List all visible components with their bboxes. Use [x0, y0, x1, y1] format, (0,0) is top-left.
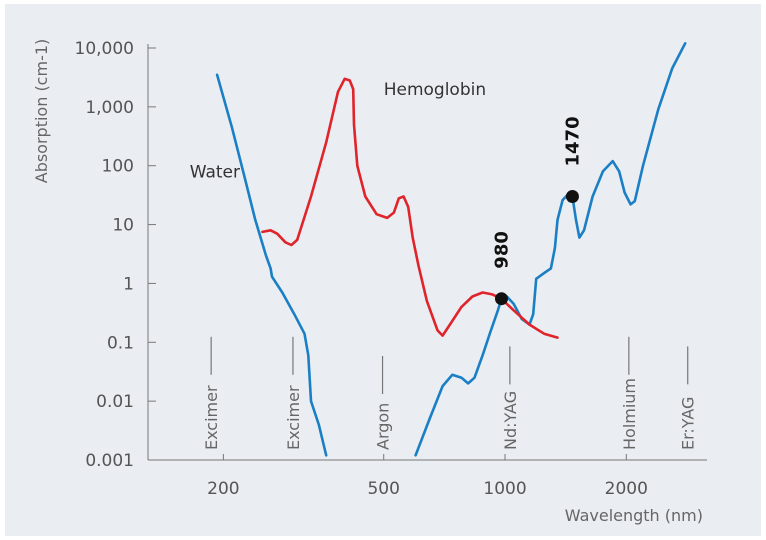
y-tick-label: 1: [123, 274, 134, 294]
y-tick-label: 10: [112, 216, 134, 236]
x-axis-label: Wavelength (nm): [565, 506, 703, 525]
laser-band-label: Excimer: [202, 385, 221, 450]
chart-panel: 10,000 1,000 100 10 1 0.1 0.01 0.001 200 500 1000 2…: [5, 4, 761, 536]
highlight-point: [494, 292, 508, 306]
laser-band-label: Nd:YAG: [501, 391, 520, 450]
series-group: Water Hemoglobin: [190, 42, 687, 457]
series-label: Hemoglobin: [384, 80, 486, 100]
y-tick-label: 0.1: [107, 333, 134, 353]
highlight-label: 1470: [562, 116, 583, 166]
x-tick-label: 200: [207, 479, 239, 499]
absorption-chart: 10,000 1,000 100 10 1 0.1 0.01 0.001 200 500 1000 2…: [32, 39, 707, 525]
tick-group: 10,000 1,000 100 10 1 0.1 0.01 0.001 200 500 1000 2…: [75, 39, 648, 499]
laser-band-label: Holmium: [620, 378, 639, 450]
y-tick-label: 0.01: [96, 392, 134, 412]
series-line: [261, 77, 559, 339]
series-label: Water: [190, 162, 240, 182]
series-line: [215, 73, 328, 457]
y-axis-label: Absorption (cm-1): [32, 39, 51, 184]
x-tick-label: 2000: [605, 479, 648, 499]
y-tick-label: 10,000: [75, 39, 134, 59]
laser-band-label: Excimer: [284, 385, 303, 450]
x-tick-label: 500: [367, 479, 399, 499]
y-tick-label: 0.001: [85, 451, 134, 471]
laser-band-label: Er:YAG: [679, 397, 698, 450]
laser-band-group: Excimer Excimer Argon Nd:YAG Holmium Er:YAG: [202, 336, 698, 450]
x-tick-label: 1000: [483, 479, 526, 499]
y-tick-label: 100: [102, 157, 134, 177]
axes: [147, 44, 707, 461]
y-tick-label: 1,000: [85, 98, 134, 118]
series-line: [414, 42, 687, 457]
highlight-label: 980: [491, 231, 512, 269]
highlight-point: [565, 189, 579, 203]
laser-band-label: Argon: [374, 403, 393, 450]
highlight-group: 980 1470: [491, 116, 583, 306]
